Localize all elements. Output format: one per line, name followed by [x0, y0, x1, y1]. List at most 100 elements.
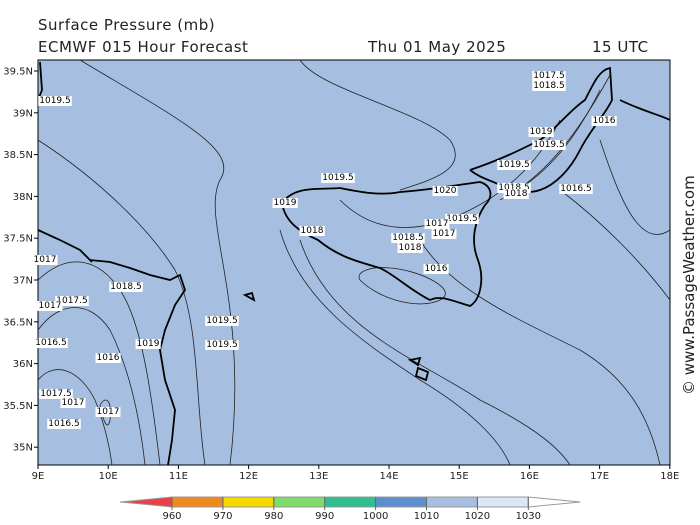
contour-label: 1017 — [426, 219, 449, 229]
contour-label-bg — [60, 398, 86, 408]
coastlines — [37, 61, 671, 466]
contour-label-bg — [431, 229, 457, 239]
contour-label: 1016 — [97, 353, 120, 363]
forecast-date: Thu 01 May 2025 — [367, 38, 506, 56]
lon-tick-label: 9E — [32, 471, 45, 482]
colorbar-label: 970 — [213, 511, 232, 522]
contour-label: 1019 — [274, 198, 297, 208]
contour-label-bg — [109, 282, 143, 292]
lat-tick-label: 39.5N — [3, 67, 33, 78]
contour-label: 1017.5 — [56, 296, 88, 306]
contour-label: 1016.5 — [560, 184, 592, 194]
lat-tick-label: 36N — [13, 359, 33, 370]
lon-tick-label: 16E — [520, 471, 539, 482]
lon-tick-label: 13E — [309, 471, 328, 482]
colorbar-segment — [324, 496, 377, 508]
map-title: Surface Pressure (mb) — [38, 16, 215, 34]
lon-ticks: 9E 10E 11E 12E 13E 14E 15E 16E 17E 18E — [32, 465, 679, 482]
lon-tick-label: 17E — [590, 471, 609, 482]
colorbar-label: 960 — [162, 511, 181, 522]
contour-labels: 1019.51019.51019101810201019.51017101710… — [32, 71, 617, 429]
colorbar-segment — [476, 496, 529, 508]
contour-label: 1019.5 — [206, 316, 238, 326]
contour-label: 1019.5 — [322, 173, 354, 183]
contour-label: 1018.5 — [533, 81, 565, 91]
lon-tick-label: 12E — [239, 471, 258, 482]
lon-tick-label: 15E — [450, 471, 469, 482]
contour-label: 1020 — [434, 186, 457, 196]
colorbar-label: 990 — [315, 511, 334, 522]
contour-label-bg — [445, 214, 479, 224]
contour-label-bg — [532, 81, 566, 91]
colorbar-segment — [222, 496, 275, 508]
lat-tick-label: 37.5N — [3, 234, 33, 245]
contour-label-bg — [39, 389, 73, 399]
contour-label: 1019.5 — [498, 160, 530, 170]
contour-label: 1017.5 — [40, 389, 72, 399]
contour-label-bg — [497, 160, 531, 170]
map-area — [37, 59, 671, 466]
contour-label: 1017 — [433, 229, 456, 239]
lat-tick-label: 36.5N — [3, 317, 33, 328]
contour-label-bg — [528, 127, 554, 137]
colorbar-label: 980 — [264, 511, 283, 522]
contour-label: 1016 — [425, 264, 448, 274]
contour-label-bg — [55, 296, 89, 306]
contour-label-bg — [432, 186, 458, 196]
map-subtitle: ECMWF 015 Hour Forecast — [38, 38, 248, 56]
colorbar-segment — [375, 496, 428, 508]
colorbar-label: 1030 — [516, 511, 541, 522]
lon-tick-label: 18E — [660, 471, 679, 482]
contour-label: 1018 — [505, 189, 528, 199]
lon-tick-label: 10E — [99, 471, 118, 482]
contour-label-bg — [272, 198, 298, 208]
colorbar-label: 1000 — [363, 511, 388, 522]
lat-tick-label: 38N — [13, 192, 33, 203]
contour-label-bg — [591, 116, 617, 126]
contour-label-bg — [497, 183, 531, 193]
forecast-time: 15 UTC — [592, 38, 649, 56]
contour-label-bg — [32, 255, 58, 265]
contour-label: 1019 — [137, 339, 160, 349]
contour-label-bg — [532, 140, 566, 150]
contour-label: 1019.5 — [446, 214, 478, 224]
lon-tick-label: 11E — [169, 471, 188, 482]
contour-label: 1017.5 — [533, 71, 565, 81]
colorbar-arrow — [119, 496, 173, 508]
contour-label: 1018.5 — [498, 183, 530, 193]
lon-tick-label: 14E — [379, 471, 398, 482]
contour-label-bg — [95, 407, 121, 417]
contour-label-bg — [47, 419, 81, 429]
contour-label: 1018 — [301, 226, 324, 236]
contour-label-bg — [38, 96, 72, 106]
contour-label: 1017 — [39, 301, 62, 311]
contour-label: 1017 — [34, 255, 57, 265]
contour-label: 1018.5 — [110, 282, 142, 292]
contour-label: 1019.5 — [533, 140, 565, 150]
credit: © www.PassageWeather.com — [680, 175, 698, 395]
colorbar-arrow — [527, 496, 581, 508]
contour-label: 1018.5 — [392, 233, 424, 243]
lat-tick-label: 37N — [13, 276, 33, 287]
colorbar-segment — [426, 496, 478, 508]
contour-label-bg — [391, 233, 425, 243]
contour-label-bg — [559, 184, 593, 194]
lat-tick-label: 39N — [13, 108, 33, 119]
contour-label-bg — [205, 316, 239, 326]
contour-label-bg — [532, 71, 566, 81]
contour-label: 1016.5 — [35, 338, 67, 348]
contour-label: 1019.5 — [39, 96, 71, 106]
contour-label-bg — [423, 264, 449, 274]
contour-label-bg — [37, 301, 63, 311]
colorbar-label: 1010 — [414, 511, 439, 522]
lat-tick-label: 38.5N — [3, 150, 33, 161]
contour-label-bg — [135, 339, 161, 349]
contour-label-bg — [95, 353, 121, 363]
contour-label: 1017 — [97, 407, 120, 417]
contour-label-bg — [299, 226, 325, 236]
contour-label: 1016 — [593, 116, 616, 126]
contour-label-bg — [321, 173, 355, 183]
contour-label-bg — [503, 189, 529, 199]
colorbar-segment — [273, 496, 326, 508]
